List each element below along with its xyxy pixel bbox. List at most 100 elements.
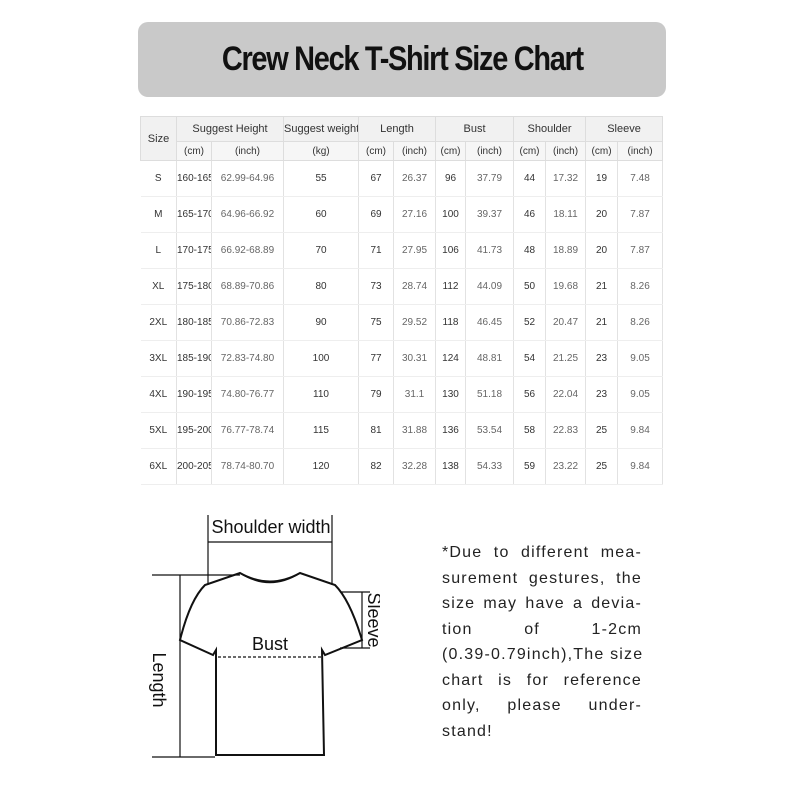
cell: 25 [585,448,619,485]
unit-header: (cm) [358,141,394,161]
column-header: Suggest Height [176,116,284,142]
cell: 110 [283,376,359,413]
cell: M [140,196,177,233]
cell: 70.86-72.83 [211,304,284,341]
cell: 50 [513,268,547,305]
note-line: tion of 1-2cm [442,620,642,638]
cell: 48 [513,232,547,269]
cell: 54.33 [465,448,515,485]
header-row: Size Suggest Height Suggest weight Length Bu… [140,116,664,161]
title: Crew Neck T-Shirt Size Chart [221,40,584,78]
cell: 20 [585,196,619,233]
cell: 7.87 [617,232,664,269]
cell: 118 [435,304,466,341]
cell: 17.32 [545,160,587,197]
cell: 90 [283,304,359,341]
cell: 21.25 [545,340,587,377]
cell: 106 [435,232,466,269]
cell: 70 [283,232,359,269]
unit-header: (inch) [211,141,284,161]
cell: 7.48 [617,160,664,197]
cell: 190-195 [176,376,212,413]
cell: 19.68 [545,268,587,305]
cell: S [140,160,177,197]
size-table: Size Suggest Height Suggest weight Length Bu… [140,116,664,485]
cell: 18.89 [545,232,587,269]
column-header: Shoulder [513,116,587,142]
cell: 23 [585,376,619,413]
cell: 31.88 [393,412,436,449]
size-row: 3XL 185-190 72.83-74.80 100 77 30.31 124 48.81 5… [140,340,664,377]
cell: 9.05 [617,376,664,413]
cell: 74.80-76.77 [211,376,284,413]
cell: 39.37 [465,196,515,233]
cell: 21 [585,304,619,341]
shoulder-label: Shoulder width [211,517,330,537]
cell: 18.11 [545,196,587,233]
cell: 68.89-70.86 [211,268,284,305]
cell: 175-180 [176,268,212,305]
cell: 41.73 [465,232,515,269]
note-line: only, please under- [442,697,642,714]
cell: XL [140,268,177,305]
cell: 8.26 [617,304,664,341]
cell: 20.47 [545,304,587,341]
unit-header: (cm) [176,141,212,161]
cell: 48.81 [465,340,515,377]
cell: 19 [585,160,619,197]
cell: 72.83-74.80 [211,340,284,377]
cell: 46 [513,196,547,233]
note: *Due to different mea-surement gestures,… [442,540,642,744]
cell: 28.74 [393,268,436,305]
cell: 130 [435,376,466,413]
note-line: *Due to different mea- [442,544,642,561]
cell: 79 [358,376,394,413]
cell: 56 [513,376,547,413]
cell: 60 [283,196,359,233]
cell: 75 [358,304,394,341]
cell: 54 [513,340,547,377]
size-row: 6XL 200-205 78.74-80.70 120 82 32.28 138 54.33 5… [140,448,664,485]
cell: 120 [283,448,359,485]
size-row: 4XL 190-195 74.80-76.77 110 79 31.1 130 51.18 56… [140,376,664,413]
size-row: L 170-175 66.92-68.89 70 71 27.95 106 41.73 48 18… [140,232,664,269]
cell: 136 [435,412,466,449]
note-line: surement gestures, the [442,569,642,587]
cell: 23.22 [545,448,587,485]
cell: 6XL [140,448,177,485]
cell: 124 [435,340,466,377]
size-row: 5XL 195-200 76.77-78.74 115 81 31.88 136 53.54 5… [140,412,664,449]
cell: 96 [435,160,466,197]
cell: 55 [283,160,359,197]
cell: 66.92-68.89 [211,232,284,269]
cell: 31.1 [393,376,436,413]
unit-header: (cm) [513,141,547,161]
cell: 26.37 [393,160,436,197]
unit-header: (kg) [283,141,359,161]
size-row: S 160-165 62.99-64.96 55 67 26.37 96 37.79 44 17.… [140,160,664,197]
cell: 52 [513,304,547,341]
cell: 100 [283,340,359,377]
cell: L [140,232,177,269]
cell: 21 [585,268,619,305]
cell: 53.54 [465,412,515,449]
unit-header: (inch) [393,141,436,161]
cell: 3XL [140,340,177,377]
cell: 76.77-78.74 [211,412,284,449]
cell: 69 [358,196,394,233]
column-header: Size [140,116,177,161]
size-row: XL 175-180 68.89-70.86 80 73 28.74 112 44.09 50 1… [140,268,664,305]
unit-header: (inch) [617,141,664,161]
column-header: Bust [434,116,515,142]
cell: 9.84 [617,412,664,449]
collar [239,572,301,584]
column-header: Suggest weight [283,116,359,142]
cell: 37.79 [465,160,515,197]
cell: 58 [513,412,547,449]
size-row: M 165-170 64.96-66.92 60 69 27.16 100 39.37 46 18… [140,196,664,233]
measure-lines [152,515,370,758]
note-line: stand! [442,722,493,740]
unit-header: (inch) [545,141,587,161]
cell: 30.31 [393,340,436,377]
